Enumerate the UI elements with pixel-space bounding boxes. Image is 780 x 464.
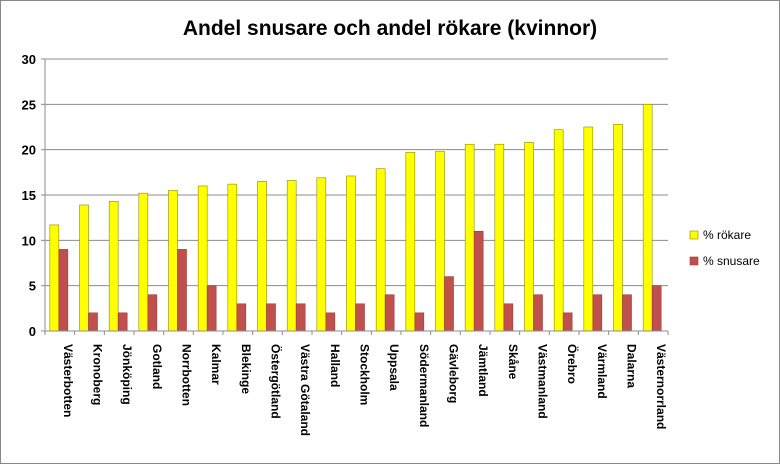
bar-rokare (613, 123, 623, 332)
bar-rokare (257, 181, 267, 332)
bar-rokare (79, 204, 89, 332)
bar-rokare (108, 201, 119, 332)
bar-snusare (117, 312, 128, 332)
x-tick-label: Blekinge (239, 344, 253, 394)
x-tick-label: Skåne (506, 344, 520, 380)
bar-rokare (524, 142, 534, 332)
bar-rokare (316, 177, 327, 332)
bar-snusare (444, 276, 454, 332)
bar-snusare (88, 312, 98, 332)
x-tick-label: Norrbotten (180, 344, 194, 406)
x-tick-label: Värmland (595, 344, 609, 399)
bar-snusare (651, 285, 662, 332)
x-tick-label: Västmanland (536, 344, 550, 419)
bar-rokare (346, 175, 356, 332)
x-tick-label: Västerbotten (61, 344, 75, 417)
bar-snusare (473, 230, 484, 332)
bar-rokare (286, 180, 297, 332)
x-tick-label: Kalmar (209, 344, 223, 385)
bar-snusare (266, 303, 276, 332)
bar-rokare (405, 152, 416, 332)
x-tick-label: Jönköping (120, 344, 134, 405)
bar-snusare (206, 285, 217, 332)
legend: % rökare % snusare (689, 228, 760, 268)
x-tick-label: Östergötland (269, 344, 284, 419)
legend-swatch (689, 256, 699, 266)
y-tick-label: 10 (22, 233, 36, 248)
chart-title: Andel snusare och andel rökare (kvinnor) (183, 17, 597, 40)
bar-rokare (553, 129, 564, 332)
x-tick-label: Gävleborg (447, 344, 461, 403)
bar-snusare (236, 303, 247, 332)
bar-rokare (49, 224, 60, 332)
bar-snusare (533, 294, 543, 332)
bar-snusare (384, 294, 395, 332)
legend-label: % snusare (703, 254, 760, 268)
x-axis-ticks: Västerbotten Kronoberg Jönköping Gotland Nor… (61, 344, 668, 436)
bar-rokare (583, 126, 594, 332)
x-tick-label: Västernorrland (654, 344, 668, 429)
x-tick-label: Södermanland (417, 344, 431, 427)
bar-snusare (325, 312, 336, 332)
bar-rokare (227, 183, 238, 332)
bar-rokare (494, 143, 505, 332)
y-tick-label: 30 (22, 52, 36, 67)
gridlines (45, 58, 668, 287)
bar-snusare (147, 294, 158, 332)
y-axis-ticks: 0 5 10 15 20 25 30 (22, 52, 36, 339)
bar-snusare (414, 312, 425, 332)
x-tick-label: Gotland (150, 344, 164, 389)
x-tick-label: Halland (328, 344, 342, 387)
bar-snusare (503, 303, 514, 332)
bar-rokare (138, 192, 149, 332)
bar-snusare (562, 312, 573, 332)
y-tick-label: 25 (22, 97, 36, 112)
bar-rokare (168, 190, 178, 332)
bar-rokare (464, 143, 475, 332)
bar-rokare (642, 104, 653, 332)
axes (41, 58, 669, 335)
bar-snusare (592, 294, 603, 332)
y-tick-label: 5 (29, 279, 36, 294)
legend-label: % rökare (703, 228, 751, 242)
x-tick-label: Västra Götaland (298, 344, 312, 436)
bar-rokare (435, 151, 445, 332)
bar-snusare (355, 303, 365, 332)
legend-swatch (689, 230, 699, 240)
y-tick-label: 0 (29, 324, 36, 339)
y-tick-label: 20 (22, 143, 36, 158)
bar-snusare (295, 303, 306, 332)
x-tick-label: Örebro (565, 344, 580, 384)
bar-rokare (197, 185, 208, 332)
x-tick-label: Uppsala (387, 344, 401, 391)
bars (49, 104, 662, 332)
x-tick-label: Stockholm (358, 344, 372, 405)
x-tick-label: Jämtland (476, 344, 490, 397)
bar-snusare (177, 249, 187, 332)
bar-snusare (58, 249, 69, 332)
y-tick-label: 15 (22, 188, 36, 203)
x-tick-label: Kronoberg (91, 344, 105, 405)
x-tick-label: Dalarna (625, 344, 639, 388)
bar-rokare (375, 168, 386, 332)
bar-snusare (622, 294, 632, 332)
